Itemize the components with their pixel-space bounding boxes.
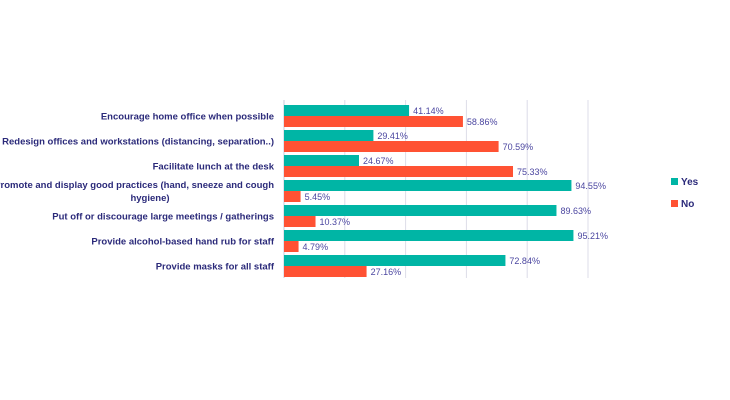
data-label: 72.84% [509,256,540,266]
bar-yes [284,255,506,266]
bar-yes [284,130,374,141]
data-label: 10.37% [320,217,351,227]
data-label: 94.55% [575,181,606,191]
bar-no [284,216,316,227]
bar-no [284,141,499,152]
category-label: hygiene) [130,193,169,204]
data-label: 24.67% [363,156,394,166]
bar-yes [284,105,410,116]
category-label: Promote and display good practices (hand… [0,180,274,191]
category-label: Redesign offices and workstations (dista… [2,137,274,148]
data-label: 75.33% [517,167,548,177]
bar-yes [284,180,572,191]
bar-no [284,166,514,177]
category-label: Facilitate lunch at the desk [153,162,275,173]
data-label: 58.86% [467,117,498,127]
legend-swatch-no [671,200,678,207]
category-label: Provide alcohol-based hand rub for staff [91,237,274,248]
data-label: 41.14% [413,106,444,116]
bar-no [284,191,301,202]
data-label: 29.41% [377,131,408,141]
bar-yes [284,230,574,241]
category-label: Put off or discourage large meetings / g… [52,212,274,223]
bar-yes [284,205,557,216]
data-label: 4.79% [303,242,329,252]
data-label: 89.63% [560,206,591,216]
legend-swatch-yes [671,178,678,185]
bar-yes [284,155,359,166]
category-label: Encourage home office when possible [101,112,274,123]
category-label: Provide masks for all staff [156,262,275,273]
data-label: 5.45% [305,192,331,202]
data-label: 27.16% [371,267,402,277]
data-label: 95.21% [577,231,608,241]
bar-no [284,241,299,252]
legend-label: Yes [681,177,699,188]
legend-label: No [681,199,694,210]
data-label: 70.59% [503,142,534,152]
bar-no [284,266,367,277]
bar-no [284,116,463,127]
